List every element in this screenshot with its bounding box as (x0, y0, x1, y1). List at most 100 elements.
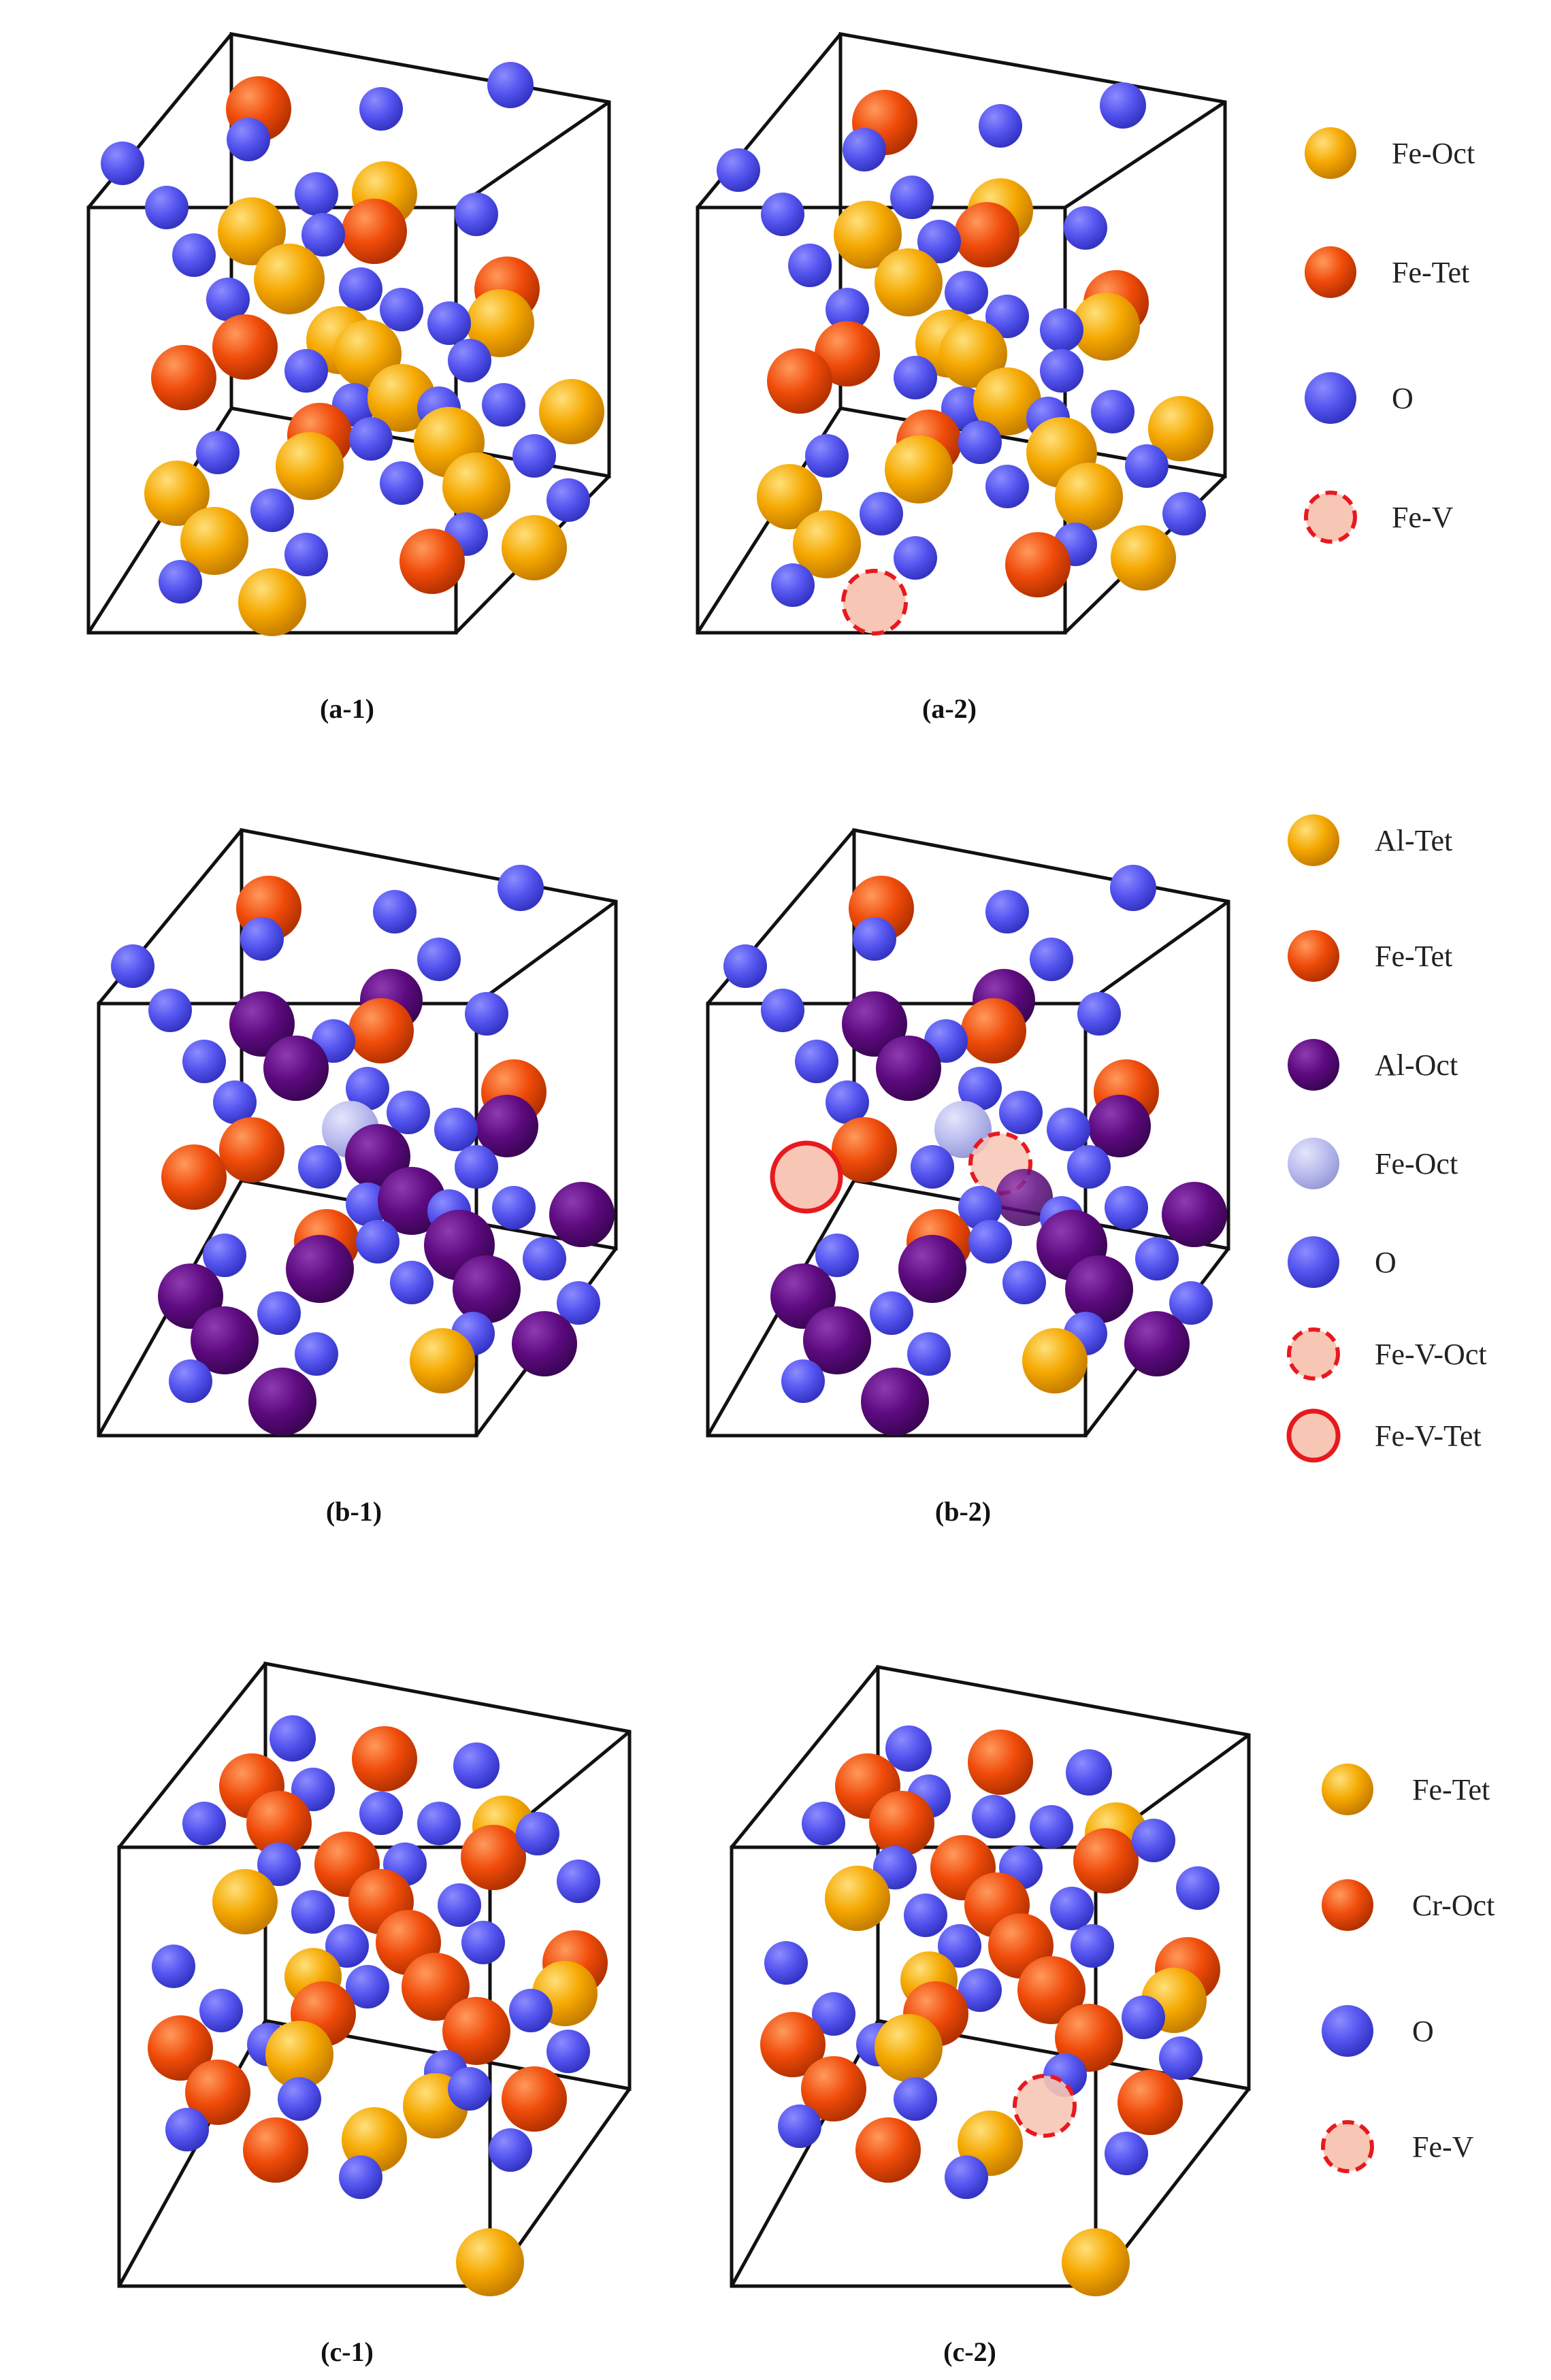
atom-o (717, 148, 760, 192)
atom-o (1030, 938, 1073, 981)
atom-al-oct (453, 1255, 521, 1323)
atom-fe-oct (757, 464, 822, 529)
atom-o (1030, 1805, 1073, 1849)
cell-b-1: (b-1) (97, 827, 618, 1527)
legend-label: O (1392, 382, 1414, 415)
atom-o (1067, 1145, 1111, 1189)
atom-al-oct (286, 1235, 354, 1303)
atoms (760, 1725, 1220, 2296)
atom-o (860, 492, 903, 535)
atom-fe-vacancy (1013, 2074, 1077, 2138)
atom-al-oct (876, 1036, 941, 1101)
legend-item: Cr-Oct (1322, 1879, 1495, 1931)
atom-al-tet (1022, 1328, 1088, 1393)
legend-item: Fe-Oct (1305, 127, 1475, 179)
atom-fe-tet (342, 199, 407, 264)
atom-fe-tet (1062, 2228, 1130, 2296)
atom-fe-oct (939, 320, 1007, 388)
atom-o (339, 267, 382, 311)
atom-fe-oct (442, 452, 510, 520)
atom-o (152, 1945, 195, 1988)
atom-o (346, 1067, 389, 1110)
atom-al-oct (842, 991, 907, 1057)
atom-fe-oct (1111, 525, 1176, 591)
atom-o (972, 1795, 1015, 1838)
atom-cr-oct (502, 2066, 567, 2132)
legend-swatch (1321, 2120, 1374, 2173)
atom-o (958, 1067, 1002, 1110)
atom-o (512, 434, 556, 478)
atom-o (346, 1183, 389, 1226)
atom-o (489, 2128, 532, 2172)
atom-fe-tet (265, 2021, 333, 2089)
atom-o (985, 465, 1029, 508)
atom-fe-tet (767, 348, 832, 414)
atom-fe-tet (212, 314, 278, 380)
atom-al-oct (996, 1169, 1053, 1226)
atom-o (945, 2155, 988, 2199)
atom-o (546, 478, 590, 522)
atom-o (455, 193, 498, 236)
atom-o (546, 2030, 590, 2073)
atom-fe-oct (238, 568, 306, 636)
atom-o (390, 1261, 434, 1304)
atom-o (487, 62, 534, 108)
atom-cr-oct (1073, 1828, 1139, 1894)
legend-b: Al-Tet Fe-Tet Al-Oct Fe-Oct O Fe-V-Oct F… (1286, 814, 1487, 1463)
atom-o (101, 142, 144, 185)
atom-o (257, 1291, 301, 1335)
atom-cr-oct (442, 1997, 510, 2065)
legend-item: Fe-Tet (1305, 246, 1469, 298)
atom-o (461, 1921, 505, 1964)
atom-o (213, 1080, 257, 1124)
legend-label: Fe-Tet (1412, 1773, 1490, 1806)
atom-o (911, 1145, 954, 1189)
legend-swatch (1304, 491, 1357, 544)
atom-al-oct (898, 1235, 966, 1303)
atom-o (380, 461, 423, 505)
atom-o (1169, 1281, 1213, 1325)
legend-item: Fe-V (1304, 491, 1454, 544)
atom-cr-oct (246, 1791, 312, 1856)
atom-o (985, 295, 1029, 338)
atom-cr-oct (760, 2012, 826, 2077)
atom-o (346, 1965, 389, 2009)
atom-o (826, 288, 869, 331)
atom-fe-oct (276, 432, 344, 500)
atom-o (761, 193, 804, 236)
atom-o (557, 1860, 600, 1903)
legend-label: Cr-Oct (1412, 1889, 1495, 1922)
atom-o (1105, 2132, 1148, 2175)
atom-o (1100, 82, 1146, 129)
legend-swatch (1322, 2005, 1373, 2057)
atom-o (284, 349, 328, 393)
atom-o (904, 1894, 947, 1937)
legend-swatch (1288, 1236, 1339, 1288)
atom-al-tet (410, 1328, 475, 1393)
legend-item: Fe-V-Tet (1286, 1408, 1482, 1463)
caption-c-2: (c-2) (943, 2336, 996, 2367)
atom-cr-oct (801, 2056, 866, 2121)
legend-label: Fe-Tet (1375, 940, 1452, 973)
atom-cr-oct (461, 1825, 526, 1890)
atom-o (1125, 444, 1169, 488)
atom-o (815, 1234, 859, 1277)
atom-fe-vacancy (841, 569, 908, 635)
atom-o (1132, 1819, 1175, 1862)
atom-o (1040, 349, 1083, 393)
legend-a: Fe-Oct Fe-Tet O Fe-V (1304, 127, 1475, 544)
legend-item: O (1322, 2005, 1434, 2057)
atom-o (387, 1091, 430, 1134)
atom-o (427, 301, 471, 345)
atom-o (945, 271, 988, 314)
atom-o (1050, 1887, 1094, 1930)
atom-fe-tet (961, 998, 1026, 1063)
legend-label: O (1412, 2015, 1434, 2048)
atom-o (182, 1040, 226, 1083)
atom-cr-oct (855, 2117, 921, 2183)
legend-item: Al-Oct (1288, 1039, 1458, 1091)
atom-cr-oct (402, 1953, 470, 2021)
atom-o (291, 1890, 335, 1934)
atom-al-oct (549, 1182, 615, 1247)
atom-o (111, 944, 154, 988)
